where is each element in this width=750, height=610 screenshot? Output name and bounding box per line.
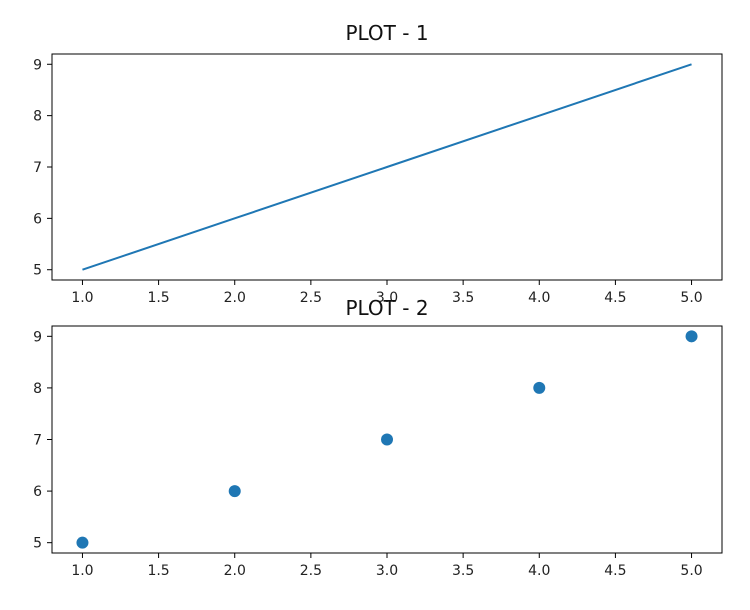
scatter-point xyxy=(228,485,241,498)
chart-title: PLOT - 2 xyxy=(345,296,428,320)
x-tick-label: 4.0 xyxy=(528,290,550,306)
scatter-point xyxy=(76,536,89,549)
series-line xyxy=(82,63,692,271)
x-tick-label: 5.0 xyxy=(680,290,702,306)
chart-title: PLOT - 1 xyxy=(345,21,428,45)
x-tick-label: 3.5 xyxy=(452,563,474,579)
subplot-plot-1: 1.0 1.5 2.0 2.5 3.0 3.5 4.0 4.5 5.0 5 6 7 8 9 PLOT - 1 xyxy=(33,21,723,306)
y-tick-label: 9 xyxy=(33,329,42,345)
y-tick-label: 8 xyxy=(33,109,42,125)
x-tick-label: 1.0 xyxy=(71,290,93,306)
x-tick-label: 2.0 xyxy=(224,290,246,306)
x-tick-label: 4.5 xyxy=(604,563,626,579)
x-tick-label: 5.0 xyxy=(680,563,702,579)
x-tick-label: 3.0 xyxy=(376,563,398,579)
y-tick-label: 6 xyxy=(33,484,42,500)
y-tick-label: 7 xyxy=(33,433,42,449)
x-tick-label: 1.0 xyxy=(71,563,93,579)
scatter-point xyxy=(533,381,546,394)
x-tick-label: 2.0 xyxy=(224,563,246,579)
x-tick-label: 1.5 xyxy=(147,563,169,579)
x-tick-label: 3.0 xyxy=(376,290,398,306)
y-tick-label: 6 xyxy=(33,211,42,227)
y-tick-label: 8 xyxy=(33,381,42,397)
x-tick-label: 3.5 xyxy=(452,290,474,306)
scatter-point xyxy=(685,330,698,343)
y-tick-label: 5 xyxy=(33,536,42,552)
y-tick-label: 7 xyxy=(33,160,42,176)
x-tick-label: 1.5 xyxy=(147,290,169,306)
x-tick-label: 4.5 xyxy=(604,290,626,306)
subplot-plot-2: 1.0 1.5 2.0 2.5 3.0 3.5 4.0 4.5 5.0 5 6 7 8 9 PLOT - 2 xyxy=(33,296,723,579)
y-tick-label: 5 xyxy=(33,263,42,279)
x-tick-label: 4.0 xyxy=(528,563,550,579)
x-tick-label: 2.5 xyxy=(300,290,322,306)
y-tick-label: 9 xyxy=(33,57,42,73)
scatter-point xyxy=(381,433,393,446)
x-tick-label: 2.5 xyxy=(300,563,322,579)
